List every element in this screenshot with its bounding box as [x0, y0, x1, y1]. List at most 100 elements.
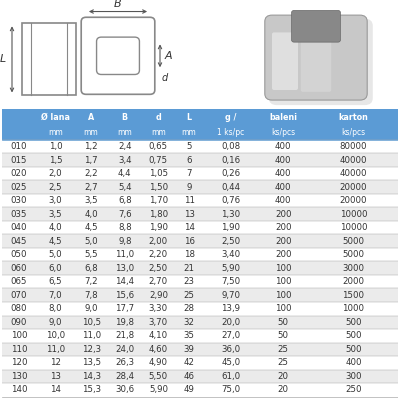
Text: 17,7: 17,7	[115, 304, 134, 313]
Text: karton: karton	[338, 112, 368, 122]
Text: 14: 14	[50, 385, 61, 394]
Text: 3000: 3000	[342, 264, 364, 273]
Text: 3,70: 3,70	[149, 318, 168, 327]
Text: 0,44: 0,44	[221, 183, 240, 192]
Text: 36,0: 36,0	[221, 345, 240, 354]
Text: 1,0: 1,0	[49, 142, 62, 151]
Text: 1500: 1500	[342, 291, 364, 300]
Text: 035: 035	[10, 210, 27, 219]
Text: 7,50: 7,50	[221, 277, 240, 286]
Text: 1 ks/pc: 1 ks/pc	[217, 128, 244, 137]
Text: 400: 400	[275, 142, 292, 151]
Text: 0,08: 0,08	[221, 142, 240, 151]
Text: baleni: baleni	[269, 112, 297, 122]
Text: Ø lana: Ø lana	[41, 112, 70, 122]
Bar	[2, 316, 398, 329]
Text: 2,70: 2,70	[149, 277, 168, 286]
Bar	[2, 356, 398, 370]
Text: 5: 5	[186, 142, 192, 151]
Text: 14,3: 14,3	[82, 372, 101, 381]
Text: mm: mm	[84, 128, 98, 137]
Text: 50: 50	[278, 331, 289, 340]
Text: 25: 25	[278, 358, 289, 367]
Text: 5000: 5000	[342, 237, 364, 246]
Text: 19,8: 19,8	[115, 318, 134, 327]
Text: 11,0: 11,0	[115, 250, 134, 259]
Bar	[2, 140, 398, 154]
Text: 10,5: 10,5	[82, 318, 101, 327]
Text: 100: 100	[10, 331, 27, 340]
Text: 040: 040	[10, 223, 27, 232]
Text: 6,8: 6,8	[118, 196, 132, 205]
Text: 7: 7	[186, 169, 192, 178]
Text: 4,10: 4,10	[149, 331, 168, 340]
Text: 5,5: 5,5	[84, 250, 98, 259]
Text: 11: 11	[184, 196, 195, 205]
Text: 0,75: 0,75	[149, 156, 168, 165]
Text: 9,0: 9,0	[84, 304, 98, 313]
Text: 40000: 40000	[340, 169, 367, 178]
Text: 4,5: 4,5	[49, 237, 62, 246]
Text: L: L	[0, 54, 6, 64]
Text: 0,26: 0,26	[221, 169, 240, 178]
Text: 28,4: 28,4	[115, 372, 134, 381]
Text: B: B	[122, 112, 128, 122]
Text: 2,5: 2,5	[49, 183, 62, 192]
Text: 11,0: 11,0	[46, 345, 65, 354]
Text: 3,5: 3,5	[49, 210, 62, 219]
Text: 40000: 40000	[340, 156, 367, 165]
Text: 13: 13	[184, 210, 195, 219]
Text: 20: 20	[278, 385, 289, 394]
Text: 065: 065	[10, 277, 27, 286]
Text: 5,90: 5,90	[221, 264, 240, 273]
Text: 61,0: 61,0	[221, 372, 240, 381]
Text: g /: g /	[225, 112, 236, 122]
Bar	[2, 110, 398, 140]
FancyBboxPatch shape	[292, 10, 340, 42]
Text: 42: 42	[184, 358, 195, 367]
Text: 5,0: 5,0	[84, 237, 98, 246]
Text: 5,90: 5,90	[149, 385, 168, 394]
Text: 3,0: 3,0	[49, 196, 62, 205]
Text: 5000: 5000	[342, 250, 364, 259]
Text: 10,0: 10,0	[46, 331, 65, 340]
FancyBboxPatch shape	[272, 32, 298, 90]
Text: 400: 400	[275, 169, 292, 178]
Text: 10000: 10000	[340, 210, 367, 219]
Text: 5,50: 5,50	[149, 372, 168, 381]
Text: 20: 20	[278, 372, 289, 381]
Text: 1,05: 1,05	[149, 169, 168, 178]
Text: 8,0: 8,0	[49, 304, 62, 313]
Text: 5,0: 5,0	[49, 250, 62, 259]
Text: 21: 21	[184, 264, 195, 273]
Text: 25: 25	[278, 345, 289, 354]
Text: 4,0: 4,0	[84, 210, 98, 219]
Text: d: d	[162, 73, 168, 83]
Text: 13,0: 13,0	[115, 264, 134, 273]
Text: 9,0: 9,0	[49, 318, 62, 327]
Text: 0,65: 0,65	[149, 142, 168, 151]
Text: 250: 250	[345, 385, 362, 394]
Text: 110: 110	[10, 345, 27, 354]
Text: 5,4: 5,4	[118, 183, 132, 192]
Text: 2,50: 2,50	[149, 264, 168, 273]
Text: 400: 400	[345, 358, 362, 367]
Text: L: L	[186, 112, 192, 122]
Text: 32: 32	[184, 318, 195, 327]
FancyBboxPatch shape	[269, 19, 373, 105]
Text: 3,4: 3,4	[118, 156, 132, 165]
Text: 80000: 80000	[340, 142, 367, 151]
Text: d: d	[156, 112, 161, 122]
Text: mm: mm	[48, 128, 63, 137]
Text: mm: mm	[117, 128, 132, 137]
Text: 16: 16	[184, 237, 195, 246]
Bar	[2, 208, 398, 221]
Text: 2,4: 2,4	[118, 142, 132, 151]
Text: 200: 200	[275, 250, 292, 259]
Bar	[2, 167, 398, 180]
FancyBboxPatch shape	[301, 31, 331, 92]
Text: 9: 9	[186, 183, 192, 192]
Bar	[2, 302, 398, 316]
Text: ks/pcs: ks/pcs	[271, 128, 295, 137]
Text: 500: 500	[345, 318, 362, 327]
